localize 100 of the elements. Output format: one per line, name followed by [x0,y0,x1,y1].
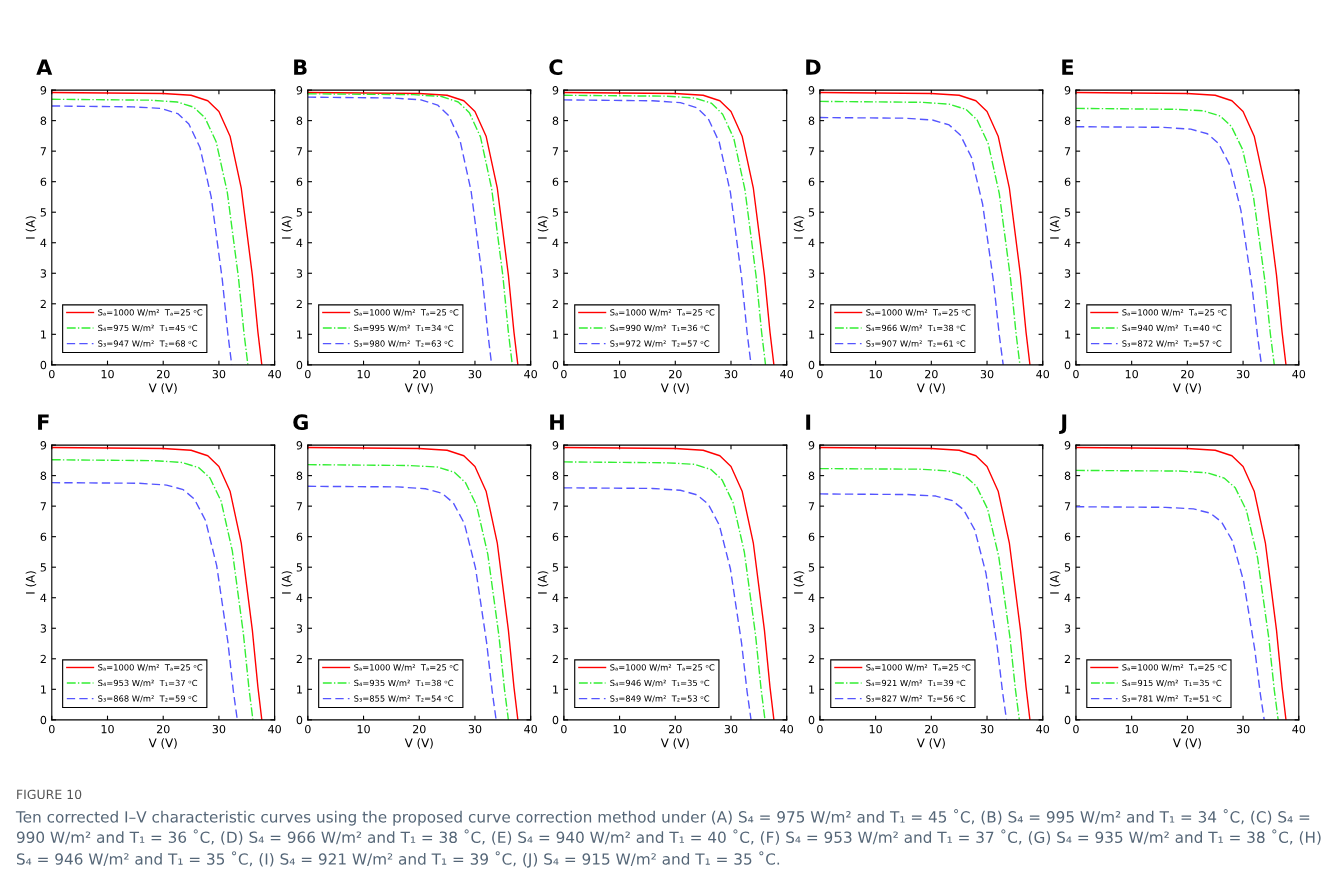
y-tick-label: 1 [809,330,815,339]
legend-label: Sₐ=1000 W/m² Tₐ=25 ᵒC [866,309,971,317]
y-tick-label: 0 [552,715,559,725]
y-tick-label: 3 [296,269,303,278]
y-tick-label: 5 [296,208,302,217]
legend-label: Sₐ=1000 W/m² Tₐ=25 ᵒC [1122,309,1227,317]
y-tick-label: 7 [296,502,303,511]
y-tick-label: 2 [40,654,46,664]
legend-label: Sₐ=1000 W/m² Tₐ=25 ᵒC [1122,664,1227,672]
x-tick-label: 0 [561,369,567,379]
y-tick-label: 4 [40,593,47,602]
y-tick-label: 1 [1065,685,1071,694]
y-tick-label: 2 [808,299,814,309]
y-axis-title: I (A) [793,571,805,594]
y-tick-label: 0 [296,715,303,725]
y-tick-label: 5 [1064,208,1071,217]
chart-title: C [549,59,563,76]
y-tick-label: 2 [808,654,814,664]
chart-title: A [36,59,53,75]
x-tick-label: 30 [1236,724,1250,734]
x-tick-label: 20 [669,369,682,379]
x-tick-label: 40 [268,724,281,734]
legend-label: S₃=781 W/m² T₂=51 ᵒC [1122,695,1222,703]
y-tick-label: 4 [808,593,815,602]
y-tick-label: 1 [297,330,302,339]
legend-label: Sₐ=1000 W/m² Tₐ=25 ᵒC [610,664,715,672]
line-series [563,487,752,720]
chart-title: H [550,414,564,430]
y-tick-label: 1 [809,685,815,694]
y-tick-label: 5 [552,563,559,572]
x-tick-label: 20 [1181,369,1194,379]
y-tick-label: 8 [552,116,559,125]
y-tick-label: 7 [40,147,46,156]
y-tick-label: 1 [41,685,46,694]
y-tick-label: 8 [296,471,303,480]
y-tick-label: 9 [40,86,47,95]
x-tick-label: 20 [925,369,938,379]
y-tick-label: 4 [808,238,815,247]
legend-label: Sₐ=1000 W/m² Tₐ=25 ᵒC [866,664,971,672]
x-tick-label: 0 [1073,369,1079,379]
y-tick-label: 6 [552,532,559,542]
line-series [51,481,238,720]
y-tick-label: 5 [40,208,46,217]
y-axis-title: I (A) [25,571,37,594]
y-tick-label: 8 [40,471,47,480]
legend-label: Sₐ=1000 W/m² Tₐ=25 ᵒC [354,664,459,672]
y-axis-title: I (A) [281,216,293,239]
caption: FIGURE 10 [17,789,82,800]
y-tick-label: 9 [296,86,303,95]
y-tick-label: 8 [296,116,303,125]
y-tick-label: 6 [1064,532,1071,542]
x-tick-label: 30 [468,724,482,734]
legend-label: S₃=980 W/m² T₂=63 ᵒC [354,340,454,348]
y-tick-label: 3 [40,269,47,278]
legend-label: S₃=855 W/m² T₂=54 ᵒC [354,695,454,703]
y-tick-label: 3 [808,624,815,633]
x-axis-title: V (V) [916,383,945,394]
x-tick-label: 20 [412,369,426,379]
legend-label: S₄=966 W/m² T₁=38 ᵒC [866,324,966,332]
x-tick-label: 20 [156,369,170,379]
y-tick-label: 8 [552,471,559,480]
y-tick-label: 6 [296,532,303,542]
y-tick-label: 3 [40,624,47,633]
x-tick-label: 20 [412,724,426,734]
y-tick-label: 9 [552,441,559,450]
legend-label: Sₐ=1000 W/m² Tₐ=25 ᵒC [98,664,203,672]
y-tick-label: 6 [40,177,47,187]
x-tick-label: 10 [101,369,114,379]
x-axis-title: V (V) [404,738,433,749]
x-tick-label: 0 [817,369,823,379]
y-tick-label: 7 [552,502,559,511]
x-tick-label: 20 [925,724,938,734]
legend-label: S₄=935 W/m² T₁=38 ᵒC [354,679,454,687]
x-tick-label: 40 [1036,369,1050,379]
y-tick-label: 2 [552,299,558,309]
x-tick-label: 10 [1125,369,1138,379]
y-tick-label: 5 [808,208,815,217]
x-tick-label: 0 [561,724,567,734]
y-tick-label: 6 [40,532,47,542]
y-tick-label: 7 [40,502,46,511]
legend-label: S₃=827 W/m² T₂=56 ᵒC [866,695,966,703]
x-tick-label: 0 [48,369,55,379]
y-tick-label: 8 [808,116,815,125]
y-tick-label: 7 [808,147,815,156]
y-tick-label: 1 [1065,330,1071,339]
legend-label: S₃=868 W/m² T₂=59 ᵒC [98,695,198,703]
legend-label: S₃=907 W/m² T₂=61 ᵒC [866,340,966,348]
legend-label: Sₐ=1000 W/m² Tₐ=25 ᵒC [610,309,715,317]
x-tick-label: 10 [869,369,882,379]
x-tick-label: 30 [212,724,226,734]
y-tick-label: 0 [1064,360,1071,370]
y-tick-label: 9 [808,86,815,95]
x-axis-title: V (V) [1172,383,1201,394]
y-tick-label: 3 [1064,269,1071,278]
legend-label: S₃=947 W/m² T₂=68 ᵒC [98,340,198,348]
y-tick-label: 4 [552,593,559,602]
text: Ten corrected I–V characteristic curves using the proposed curve correction method under (A) S₄ = 975 W/m² and T₁ = 45 ˚C, (B) S₄ = 995 W/m² and T₁ = 34 ˚C, (C) S₄ = 990 W/m² and T₁ = 36 ˚C, (D) S₄ = 966 W/m² and T₁ = 38 ˚C, (E) S₄ = 940 W/m² and T₁ = 40 ˚C, (F) S₄ = 953 W/m² and T₁ = 37 ˚C, (G) S₄ = 935 W/m² and T₁ = 38 ˚C, (H) S₄ = 946 W/m² and T₁ = 35 ˚C, (I) S₄ = 921 W/m² and T₁ = 39 ˚C, (J) S₄ = 915 W/m² and T₁ = 35 ˚C. [15,809,1321,868]
y-tick-label: 5 [808,563,815,572]
chart-title: G [293,414,308,431]
chart-title: I [806,414,811,430]
